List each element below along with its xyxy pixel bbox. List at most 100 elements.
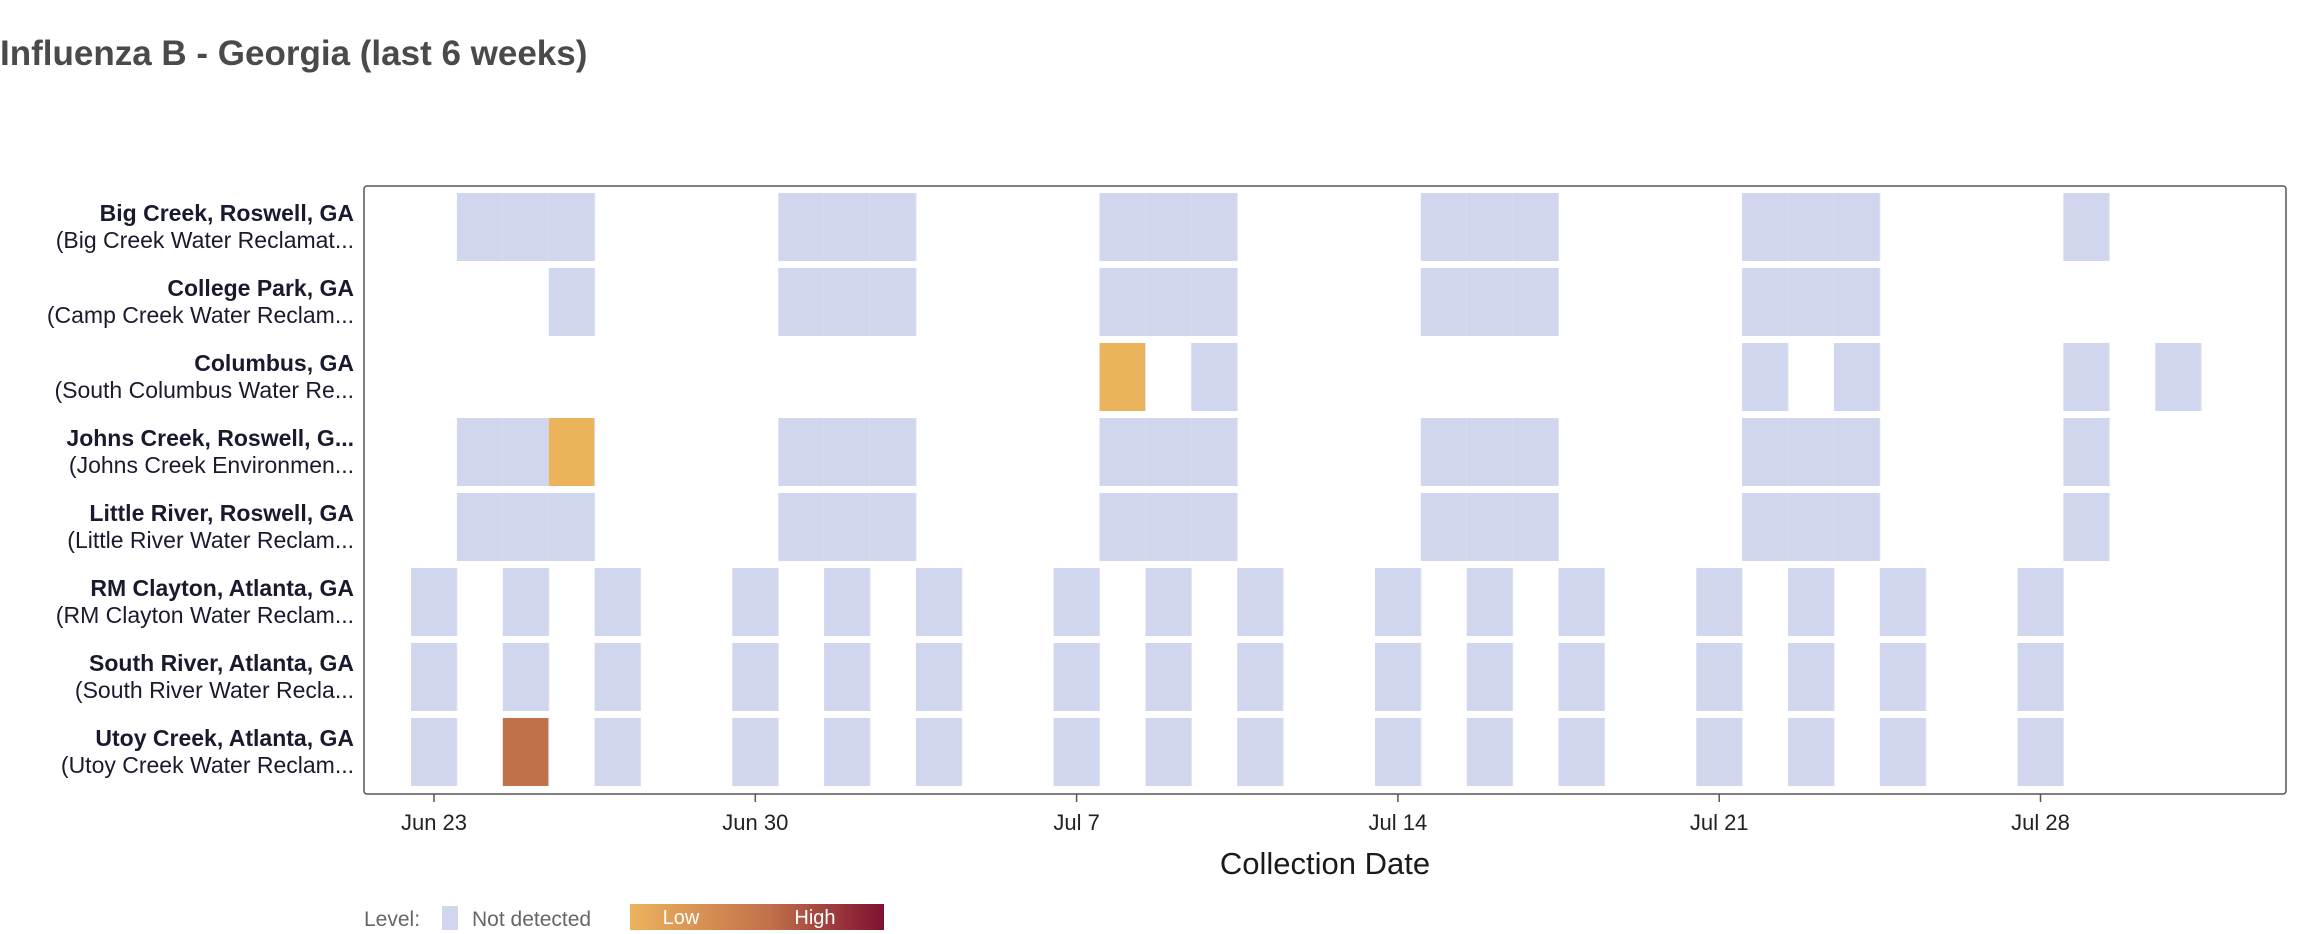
heatmap-cell <box>1833 418 1880 486</box>
legend-not-detected-swatch <box>442 906 458 930</box>
heatmap-cell <box>1833 493 1880 561</box>
heatmap-cell <box>1145 643 1192 711</box>
row-label-name: Little River, Roswell, GA <box>89 500 354 526</box>
heatmap-cell <box>824 493 870 561</box>
heatmap-cell <box>1788 493 1834 561</box>
heatmap-cell <box>1833 193 1880 261</box>
heatmap-cell <box>1788 643 1834 711</box>
heatmap-cell <box>1512 268 1559 336</box>
heatmap-cell <box>1879 568 1926 636</box>
row-label-name: Big Creek, Roswell, GA <box>100 200 354 226</box>
heatmap-cell <box>548 268 595 336</box>
heatmap-cell <box>1053 568 1100 636</box>
x-tick-label: Jun 23 <box>401 810 467 835</box>
heatmap-cell <box>1420 193 1467 261</box>
heatmap-cell <box>1696 568 1743 636</box>
heatmap-cell <box>1099 493 1146 561</box>
legend: Level: Not detected Low High <box>364 904 884 931</box>
heatmap-cell <box>1099 193 1146 261</box>
heatmap-cell <box>1237 718 1284 786</box>
legend-gradient-bar <box>630 904 884 930</box>
heatmap-cell <box>1053 643 1100 711</box>
heatmap-cell <box>1558 643 1605 711</box>
heatmap-cell <box>915 568 962 636</box>
row-label-name: Johns Creek, Roswell, G... <box>66 425 354 451</box>
x-tick-label: Jun 30 <box>722 810 788 835</box>
row-label-facility: (South Columbus Water Re... <box>54 377 354 403</box>
heatmap-cell <box>2017 718 2064 786</box>
heatmap-cell <box>456 493 503 561</box>
heatmap-cell <box>1466 193 1513 261</box>
heatmap-cell <box>1742 418 1788 486</box>
heatmap-cell <box>2063 193 2110 261</box>
heatmap-cell <box>1696 643 1743 711</box>
heatmap-cell <box>548 193 595 261</box>
heatmap-cell <box>1145 193 1192 261</box>
x-axis: Jun 23 Jun 30 Jul 7 Jul 14 Jul 21 Jul 28 <box>401 794 2070 835</box>
heatmap-cell <box>548 418 595 486</box>
heatmap-cell <box>1879 718 1926 786</box>
row-label-name: Utoy Creek, Atlanta, GA <box>95 725 354 751</box>
row-label-name: College Park, GA <box>167 275 354 301</box>
heatmap-cell <box>1420 268 1467 336</box>
heatmap-cell <box>732 643 779 711</box>
legend-high-label: High <box>794 907 835 929</box>
x-tick-label: Jul 7 <box>1053 810 1099 835</box>
row-label-facility: (Johns Creek Environmen... <box>69 452 354 478</box>
heatmap-cell <box>1375 568 1421 636</box>
row-label-name: South River, Atlanta, GA <box>89 650 354 676</box>
heatmap-cell <box>915 643 962 711</box>
x-axis-title: Collection Date <box>1220 846 1430 881</box>
heatmap-cell <box>1375 643 1421 711</box>
heatmap-cell <box>1191 418 1238 486</box>
heatmap-cell <box>1191 493 1238 561</box>
heatmap-cell <box>1696 718 1743 786</box>
heatmap-cell <box>1237 568 1284 636</box>
heatmap-cell <box>1145 493 1192 561</box>
heatmap-cell <box>778 268 825 336</box>
heatmap-cell <box>778 193 825 261</box>
heatmap-cell <box>2155 343 2202 411</box>
row-label-facility: (Little River Water Reclam... <box>67 527 354 553</box>
heatmap-cell <box>870 268 916 336</box>
heatmap-cell <box>2063 493 2110 561</box>
heatmap-cell <box>1420 493 1467 561</box>
heatmap-cell <box>502 718 549 786</box>
heatmap-cell <box>1145 718 1192 786</box>
heatmap-cell <box>1833 343 1880 411</box>
heatmap-cells <box>411 193 2202 786</box>
heatmap-cell <box>2063 418 2110 486</box>
x-tick-label: Jul 14 <box>1369 810 1428 835</box>
heatmap-cell <box>1788 193 1834 261</box>
heatmap-cell <box>1788 568 1834 636</box>
heatmap-cell <box>824 718 870 786</box>
heatmap-cell <box>1466 718 1513 786</box>
heatmap-cell <box>456 193 503 261</box>
heatmap-cell <box>2017 568 2064 636</box>
heatmap-cell <box>411 643 457 711</box>
heatmap-cell <box>1375 718 1421 786</box>
legend-not-detected-label: Not detected <box>472 908 591 931</box>
heatmap-cell <box>411 568 457 636</box>
heatmap-cell <box>2017 643 2064 711</box>
heatmap-cell <box>1512 193 1559 261</box>
heatmap-cell <box>1742 343 1788 411</box>
heatmap-cell <box>594 568 641 636</box>
heatmap-cell <box>1742 193 1788 261</box>
x-tick-label: Jul 21 <box>1690 810 1749 835</box>
heatmap-cell <box>1788 718 1834 786</box>
heatmap-cell <box>502 568 549 636</box>
heatmap-cell <box>1237 643 1284 711</box>
heatmap-cell <box>870 193 916 261</box>
row-label-facility: (RM Clayton Water Reclam... <box>56 602 354 628</box>
heatmap-cell <box>1053 718 1100 786</box>
row-label-facility: (Big Creek Water Reclamat... <box>56 227 354 253</box>
heatmap-cell <box>502 493 549 561</box>
heatmap-cell <box>915 718 962 786</box>
heatmap-cell <box>1833 268 1880 336</box>
x-tick-label: Jul 28 <box>2011 810 2070 835</box>
heatmap-cell <box>778 493 825 561</box>
heatmap-cell <box>1420 418 1467 486</box>
heatmap-cell <box>824 568 870 636</box>
